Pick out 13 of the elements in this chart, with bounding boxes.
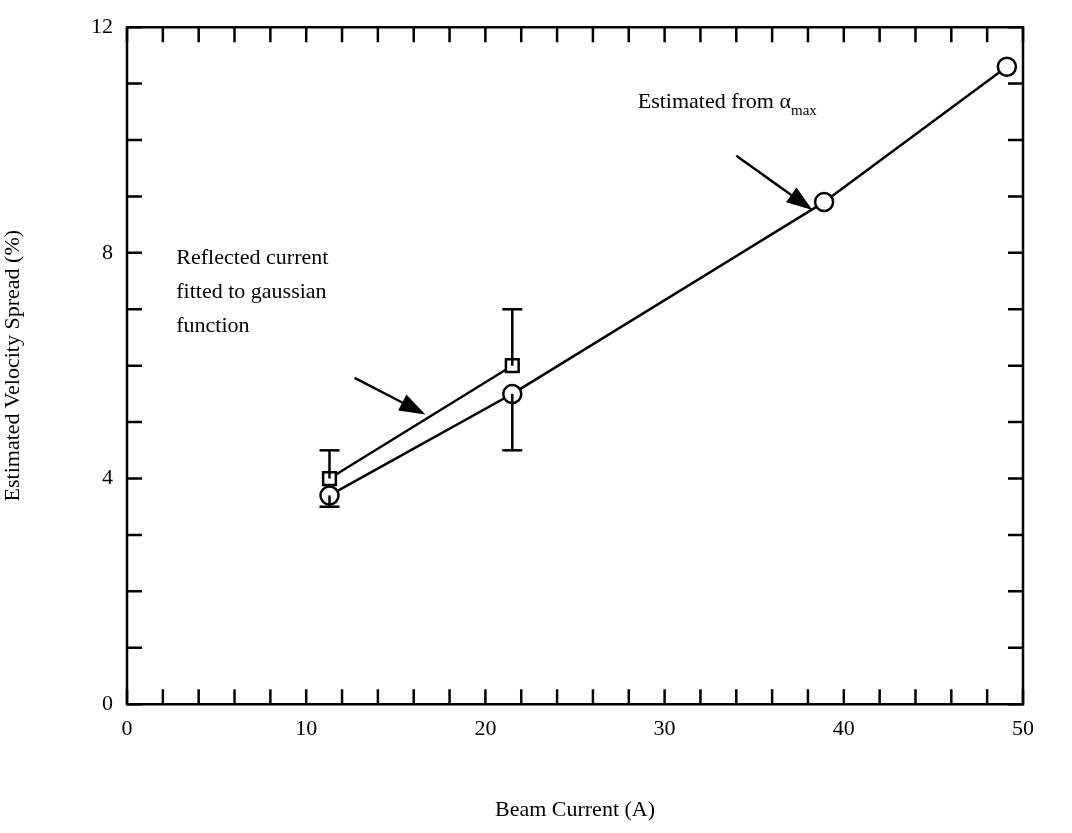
x-axis-title: Beam Current (A) (494, 795, 656, 821)
y-tick-label: 4 (102, 464, 113, 490)
x-tick-label: 50 (1012, 715, 1034, 741)
x-tick-label: 0 (121, 715, 133, 741)
y-axis-title: Estimated Velocity Spread (%) (0, 229, 24, 502)
annotation: Reflected current fitted to gaussian function (176, 244, 329, 338)
y-tick-label: 0 (102, 689, 113, 715)
y-tick-label: 12 (91, 12, 113, 38)
y-tick-label: 8 (102, 238, 113, 264)
x-tick-label: 30 (653, 715, 676, 741)
x-tick-label: 10 (295, 715, 318, 741)
x-tick-label: 20 (474, 715, 497, 741)
x-tick-label: 40 (832, 715, 855, 741)
